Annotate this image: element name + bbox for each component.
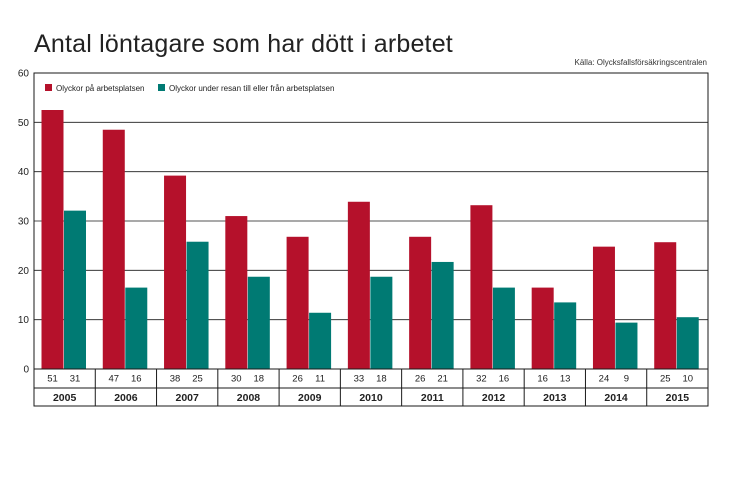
data-label-s2-2006: 16 [131,374,142,385]
data-label-s2-2010: 18 [376,374,387,385]
legend: Olyckor på arbetsplatsen Olyckor under r… [45,84,334,93]
x-tick-label-2009: 2009 [298,392,322,404]
bar-s2-2015 [676,317,699,369]
bar-s2-2005 [64,210,86,369]
data-label-s1-2005: 51 [47,374,58,385]
data-label-s2-2009: 11 [315,374,325,385]
bar-s1-2015 [654,242,677,369]
bar-s2-2010 [370,276,393,369]
bar-s2-2006 [125,287,148,369]
x-tick-label-2011: 2011 [421,392,444,404]
bar-s2-2012 [492,287,515,369]
legend-label-series-2: Olyckor under resan till eller från arbe… [169,84,334,93]
x-tick-label-2007: 2007 [176,392,200,404]
bar-s1-2011 [409,236,432,369]
bar-s1-2005 [41,110,64,369]
data-label-s1-2007: 38 [170,374,181,385]
data-label-s2-2007: 25 [192,374,203,385]
legend-swatch-series-2 [158,84,165,91]
data-label-s2-2014: 9 [624,374,629,385]
data-label-s1-2015: 25 [660,374,671,385]
data-label-s2-2013: 13 [560,374,571,385]
x-tick-label-2008: 2008 [237,392,261,404]
x-tick-label-2006: 2006 [114,392,138,404]
data-label-s2-2008: 18 [254,374,265,385]
bar-s1-2007 [164,175,187,369]
bar-s1-2006 [102,129,125,369]
y-tick-label-30: 30 [18,217,30,228]
bar-s1-2010 [347,201,370,369]
data-table: 51 31 2005 47 16 2006 38 25 2007 30 18 2008 26 11 2009… [47,369,693,406]
bar-s1-2014 [592,246,615,369]
bar-s2-2007 [186,241,209,369]
y-tick-label-10: 10 [18,315,30,326]
legend-swatch-series-1 [45,84,52,91]
bar-s1-2009 [286,236,309,369]
x-tick-label-2010: 2010 [359,392,383,404]
y-tick-label-40: 40 [18,167,30,178]
data-label-s2-2012: 16 [499,374,510,385]
legend-label-series-1: Olyckor på arbetsplatsen [56,84,145,93]
bar-s1-2013 [531,287,554,369]
data-label-s1-2006: 47 [108,374,119,385]
y-tick-label-20: 20 [18,266,30,277]
data-label-s2-2005: 31 [70,374,81,385]
data-label-s2-2015: 10 [682,374,693,385]
bars [41,110,699,369]
bar-s2-2013 [554,302,577,369]
bar-s2-2011 [431,261,454,369]
data-label-s1-2009: 26 [292,374,303,385]
data-label-s1-2008: 30 [231,374,242,385]
x-tick-label-2015: 2015 [666,392,690,404]
data-label-s1-2011: 26 [415,374,426,385]
x-tick-label-2012: 2012 [482,392,506,404]
x-tick-label-2013: 2013 [543,392,567,404]
bar-s2-2014 [615,322,638,369]
x-tick-label-2005: 2005 [53,392,77,404]
data-label-s1-2010: 33 [354,374,365,385]
data-label-s1-2012: 32 [476,374,487,385]
chart-source: Källa: Olycksfallsförsäkringscentralen [574,58,708,67]
bar-s1-2008 [225,216,248,369]
data-label-s1-2013: 16 [537,374,548,385]
y-tick-label-60: 60 [18,69,30,80]
y-tick-label-50: 50 [18,118,30,129]
bar-s2-2008 [247,276,270,369]
bar-s1-2012 [470,205,493,369]
y-tick-label-0: 0 [23,365,29,376]
bar-s2-2009 [309,312,332,369]
data-label-s1-2014: 24 [599,374,610,385]
chart-title: Antal löntagare som har dött i arbetet [34,30,453,58]
x-tick-label-2014: 2014 [604,392,628,404]
plot-frame [33,72,709,407]
plot-border [33,72,709,407]
data-label-s2-2011: 21 [437,374,448,385]
y-axis-ticks: 0 10 20 30 40 50 60 [18,69,30,376]
